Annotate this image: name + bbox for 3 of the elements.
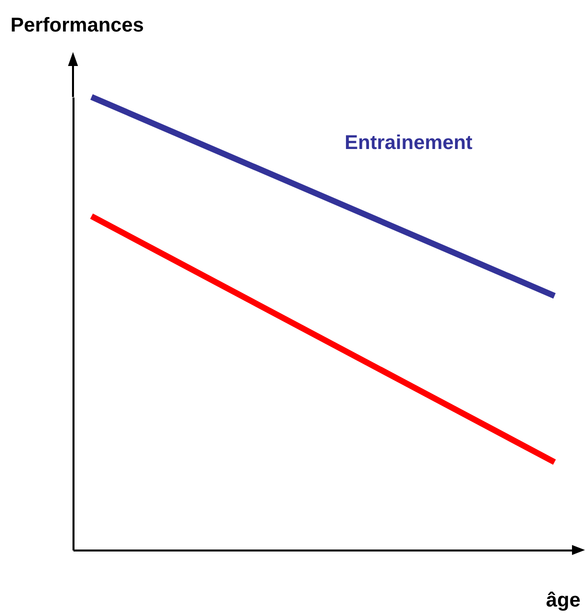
y-axis-title: Performances <box>10 14 144 36</box>
text: Entrainement <box>344 132 473 154</box>
x-axis-title: âge <box>546 590 580 612</box>
